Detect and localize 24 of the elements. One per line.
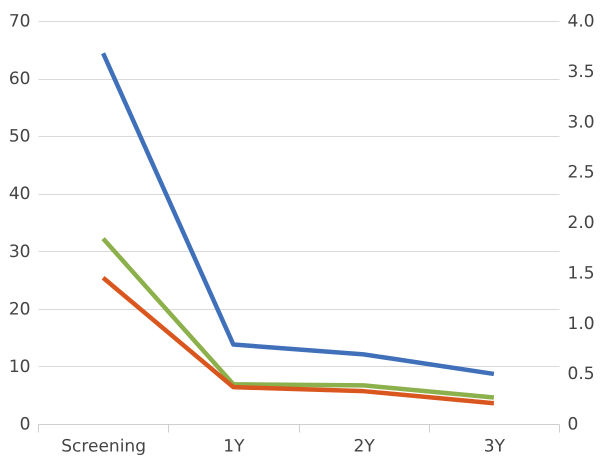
y-tick-label: 60 (8, 69, 30, 90)
line-series (100, 50, 496, 376)
x-tick-label: 2Y (354, 436, 376, 456)
x-tick-label: 3Y (484, 436, 506, 456)
y2-tick-label: 0.5 (568, 364, 595, 384)
y-tick-label: 40 (8, 184, 30, 204)
y2-tick-label: 1.5 (568, 263, 595, 284)
y2-tick-label: 1.0 (568, 314, 595, 334)
y2-tick-label: 4.0 (568, 12, 595, 32)
y2-tick-label: 2.5 (568, 162, 595, 183)
y2-tick-label: 3.0 (568, 112, 595, 132)
y-tick-label: 0 (20, 414, 30, 434)
y2-tick-label: 3.5 (568, 62, 595, 82)
line-series (100, 276, 496, 406)
y-tick-label: 70 (8, 12, 30, 32)
y2-tick-label: 2.0 (568, 213, 595, 233)
y-tick-label: 20 (8, 299, 30, 320)
line-series (100, 236, 496, 400)
y-tick-label: 10 (8, 356, 30, 377)
y2-tick-label: 0 (568, 414, 578, 434)
x-tick-label: 1Y (223, 436, 246, 456)
y-tick-label: 30 (8, 242, 30, 262)
x-tick-label: Screening (61, 436, 146, 456)
y-tick-label: 50 (8, 126, 30, 147)
